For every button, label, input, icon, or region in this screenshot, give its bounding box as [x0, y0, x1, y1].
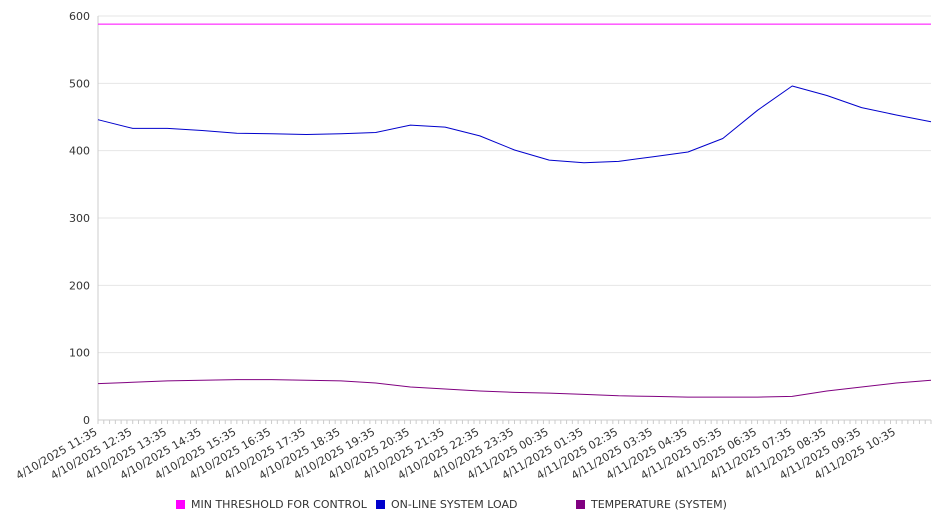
y-tick-label: 0: [83, 414, 90, 427]
y-tick-label: 400: [69, 145, 90, 158]
x-axis-ticks: 4/10/2025 11:354/10/2025 12:354/10/2025 …: [14, 425, 898, 482]
series-line-1: [97, 85, 932, 164]
series-lines: [97, 23, 932, 398]
legend: MIN THRESHOLD FOR CONTROL ON-LINE SYSTEM…: [0, 498, 946, 514]
legend-label: TEMPERATURE (SYSTEM): [591, 498, 727, 511]
legend-label: MIN THRESHOLD FOR CONTROL: [191, 498, 367, 511]
legend-item-system-load[interactable]: ON-LINE SYSTEM LOAD: [376, 498, 517, 511]
series-line-2: [97, 379, 932, 398]
legend-label: ON-LINE SYSTEM LOAD: [391, 498, 518, 511]
y-tick-label: 500: [69, 77, 90, 90]
grid-lines: [98, 15, 931, 354]
y-tick-label: 100: [69, 347, 90, 360]
y-tick-label: 300: [69, 212, 90, 225]
legend-item-temperature[interactable]: TEMPERATURE (SYSTEM): [576, 498, 727, 511]
y-tick-label: 600: [69, 10, 90, 23]
legend-swatch: [576, 500, 585, 509]
legend-swatch: [176, 500, 185, 509]
legend-item-min-threshold[interactable]: MIN THRESHOLD FOR CONTROL: [176, 498, 367, 511]
axes: [97, 16, 932, 424]
y-tick-label: 200: [69, 279, 90, 292]
y-axis-ticks: 0 100 200 300 400 500 600: [69, 10, 90, 427]
legend-swatch: [376, 500, 385, 509]
